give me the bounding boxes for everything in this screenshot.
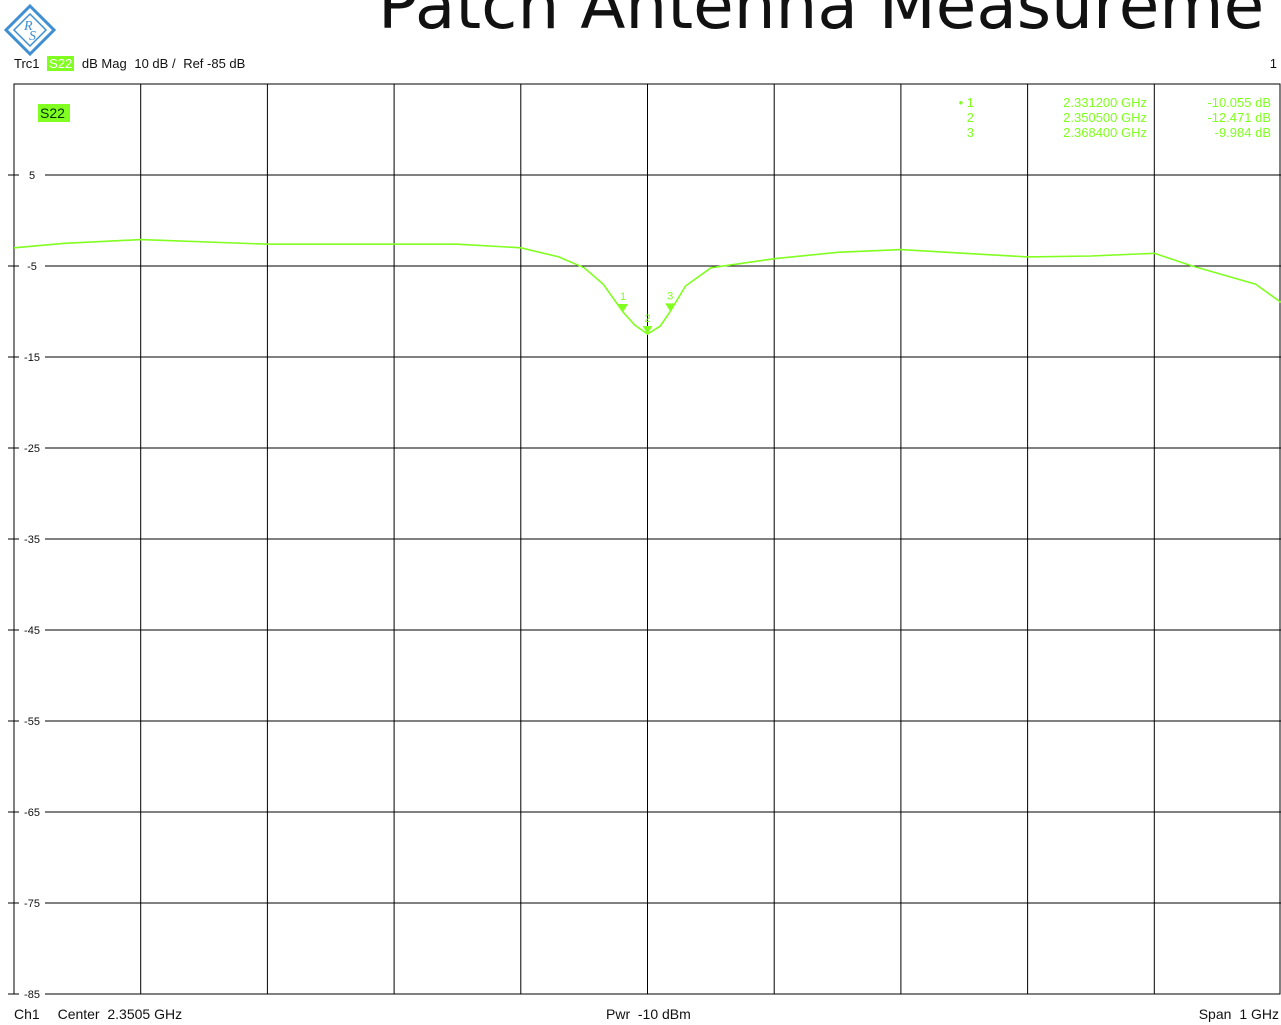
y-tick-label: -45 — [24, 625, 40, 637]
marker-table: • 1 2.331200 GHz -10.055 dB 2 2.350500 GHz -1… — [959, 95, 1271, 140]
y-tick-label: -65 — [24, 807, 40, 819]
center-frequency[interactable]: Center 2.3505 GHz — [57, 1006, 183, 1022]
markers: 1 2 3 — [618, 290, 676, 334]
y-tick-label-bg — [19, 351, 45, 363]
span-label[interactable]: Span — [1198, 1006, 1232, 1022]
y-tick-label: -15 — [24, 352, 40, 364]
y-tick-label-bg — [19, 897, 45, 909]
marker-2-label: 2 — [644, 313, 650, 325]
y-tick-label: -5 — [27, 261, 37, 273]
span-value[interactable]: 1 GHz — [1239, 1006, 1279, 1022]
trace-label: S22 — [40, 105, 65, 121]
y-tick-label-bg — [19, 806, 45, 818]
y-tick-label-bg — [19, 169, 45, 181]
marker-table-value: -10.055 dB — [1207, 95, 1271, 110]
trace-reference[interactable]: Ref -85 dB — [183, 56, 246, 71]
marker-table-index: 3 — [967, 125, 974, 140]
trace-format[interactable]: dB Mag — [81, 56, 127, 71]
marker-table-index: • 1 — [959, 95, 974, 110]
trace-header: Trc1 S22 dB Mag 10 dB / Ref -85 dB — [14, 56, 249, 71]
svg-text:R: R — [23, 19, 33, 34]
svg-text:S: S — [29, 29, 36, 44]
channel-label[interactable]: Ch1 — [14, 1006, 40, 1022]
s22-chart: 5 -5 -15 -25 -35 -45 -55 -65 -75 -85 S22 • 1 2.331… — [8, 83, 1281, 1000]
y-tick-label: -75 — [24, 898, 40, 910]
marker-3-triangle — [665, 303, 676, 312]
y-tick-label-bg — [19, 533, 45, 545]
y-tick-label: 5 — [29, 170, 35, 182]
marker-table-frequency: 2.368400 GHz — [1063, 125, 1147, 140]
marker-3-label: 3 — [667, 290, 673, 302]
power-level[interactable]: Pwr -10 dBm — [606, 1006, 691, 1022]
rohde-schwarz-logo: R S — [3, 3, 57, 57]
marker-table-value: -12.471 dB — [1207, 110, 1271, 125]
y-tick-label: -55 — [24, 716, 40, 728]
marker-table-value: -9.984 dB — [1215, 125, 1271, 140]
trace-label-bg — [38, 104, 70, 122]
marker-table-index: 2 — [967, 110, 974, 125]
s22-trace — [13, 238, 1281, 335]
y-tick-label-bg — [19, 260, 45, 272]
trace-name[interactable]: Trc1 — [14, 56, 40, 71]
marker-table-frequency: 2.350500 GHz — [1063, 110, 1147, 125]
y-tick-label-bg — [19, 624, 45, 636]
channel-number: 1 — [1269, 56, 1277, 71]
y-tick-label-bg — [19, 988, 45, 1000]
marker-1-triangle — [618, 304, 629, 313]
y-tick-label-bg — [19, 715, 45, 727]
y-tick-label: -85 — [24, 989, 40, 1000]
y-tick-labels: 5 -5 -15 -25 -35 -45 -55 -65 -75 -85 — [8, 169, 45, 1000]
trace-scale[interactable]: 10 dB / — [134, 56, 176, 71]
trace-parameter-badge[interactable]: S22 — [47, 56, 75, 71]
footer-right: Span 1 GHz — [1195, 1006, 1279, 1022]
y-tick-label-bg — [19, 442, 45, 454]
marker-2-triangle — [642, 325, 653, 334]
marker-table-frequency: 2.331200 GHz — [1063, 95, 1147, 110]
y-tick-label: -35 — [24, 534, 40, 546]
slide-title: Patch Antenna Measureme — [378, 0, 1265, 44]
marker-1-label: 1 — [620, 291, 626, 303]
y-tick-label: -25 — [24, 443, 40, 455]
grid — [13, 83, 1281, 995]
footer-left: Ch1 Center 2.3505 GHz — [14, 1006, 196, 1022]
